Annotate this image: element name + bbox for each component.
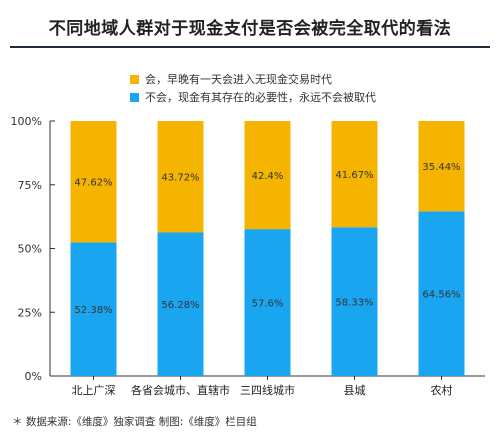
bar-segment-yes xyxy=(157,121,204,233)
y-tick-label: 75% xyxy=(18,179,42,192)
x-tick-label: 三四线城市 xyxy=(240,383,295,397)
footnote: ＊ 数据来源:《维度》独家调查 制图:《维度》栏目组 xyxy=(12,416,257,428)
x-tick-label: 北上广深 xyxy=(72,384,116,397)
bar-segment-yes xyxy=(418,121,465,212)
bar-value-label: 57.6% xyxy=(252,299,284,310)
bar-value-label: 42.4% xyxy=(252,171,284,182)
chart-title: 不同地域人群对于现金支付是否会被完全取代的看法 xyxy=(48,19,452,39)
bar-segment-yes xyxy=(244,121,291,230)
bar-segment-no xyxy=(157,232,204,376)
bar-segment-no xyxy=(70,242,117,376)
legend-item-yes: 会，早晚有一天会进入无现金交易时代 xyxy=(130,70,376,88)
legend-swatch-no xyxy=(130,92,139,102)
bar-value-label: 35.44% xyxy=(422,162,460,173)
x-tick-label: 县城 xyxy=(344,384,366,397)
x-tick-label: 农村 xyxy=(431,383,453,397)
bar-value-label: 64.56% xyxy=(422,290,460,301)
y-tick-label: 50% xyxy=(18,243,42,256)
legend: 会，早晚有一天会进入无现金交易时代 不会，现金有其存在的必要性，永远不会被取代 xyxy=(130,70,376,106)
y-tick-label: 0% xyxy=(25,370,42,383)
bar-value-label: 58.33% xyxy=(335,298,373,309)
bar-segment-no xyxy=(331,227,378,376)
x-tick-label: 各省会城市、直辖市 xyxy=(131,383,230,397)
bar-value-label: 41.67% xyxy=(335,170,373,181)
bar-value-label: 43.72% xyxy=(161,173,199,184)
y-tick-label: 100% xyxy=(11,115,42,128)
legend-label-yes: 会，早晚有一天会进入无现金交易时代 xyxy=(145,73,332,86)
bar-segment-no xyxy=(418,211,465,376)
legend-swatch-yes xyxy=(130,74,139,84)
legend-item-no: 不会，现金有其存在的必要性，永远不会被取代 xyxy=(130,88,376,106)
title-divider xyxy=(10,46,490,48)
y-tick-label: 25% xyxy=(18,306,42,319)
bar-segment-yes xyxy=(70,121,117,243)
bar-segment-no xyxy=(244,229,291,376)
bar-value-label: 56.28% xyxy=(161,300,199,311)
bar-value-label: 47.62% xyxy=(74,178,112,189)
bar-segment-yes xyxy=(331,121,378,228)
bar-value-label: 52.38% xyxy=(74,305,112,316)
legend-label-no: 不会，现金有其存在的必要性，永远不会被取代 xyxy=(145,91,376,104)
